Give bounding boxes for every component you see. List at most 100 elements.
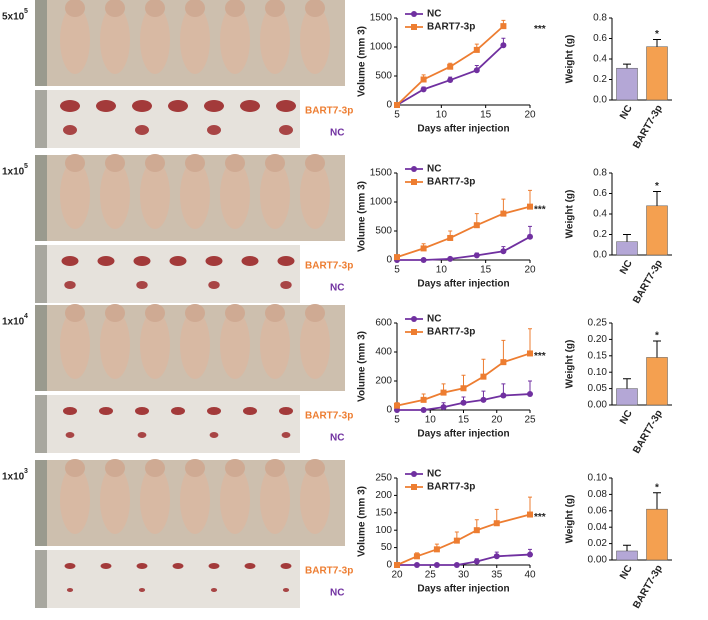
mouse: [100, 6, 130, 74]
marker: [413, 553, 420, 560]
tumor-label: BART7-3p: [305, 261, 353, 272]
y-tick-label: 0.08: [588, 489, 608, 500]
bar: [616, 388, 638, 406]
significance: *: [655, 29, 659, 40]
x-axis-label: Days after injection: [417, 279, 509, 290]
y-tick-label: 400: [375, 347, 392, 358]
marker: [500, 42, 507, 49]
marker: [420, 396, 427, 403]
y-tick-label: 50: [381, 542, 393, 553]
y-tick-label: 0: [386, 405, 392, 416]
dose-label: 5x10: [2, 12, 25, 23]
marker: [447, 77, 454, 84]
x-tick-label: 5: [394, 110, 400, 121]
tumor: [204, 100, 224, 112]
y-tick-label: 0.8: [593, 13, 607, 24]
x-tick-label: 25: [524, 415, 536, 426]
mouse-head: [105, 0, 125, 17]
y-tick-label: 0.04: [588, 522, 608, 533]
marker: [413, 562, 420, 568]
x-tick-label: 15: [458, 415, 470, 426]
x-axis-label: Days after injection: [417, 124, 509, 135]
tumor: [243, 407, 257, 415]
tumor: [277, 256, 295, 266]
marker: [460, 385, 467, 392]
dose-exponent: 5: [24, 8, 28, 15]
x-tick-label: 20: [524, 265, 536, 276]
ruler: [35, 155, 47, 241]
marker: [473, 252, 480, 259]
marker: [453, 562, 460, 568]
tumor: [279, 407, 293, 415]
ruler: [35, 460, 47, 546]
bar: [646, 205, 668, 256]
error-bar: [653, 39, 661, 47]
mouse-head: [305, 154, 325, 172]
mouse-head: [105, 154, 125, 172]
mouse: [220, 311, 250, 379]
y-tick-label: 500: [375, 71, 392, 82]
tumor: [240, 100, 260, 112]
dose-label: 1x10: [2, 167, 25, 178]
mouse-head: [305, 459, 325, 477]
x-tick-label: 35: [491, 570, 503, 581]
x-tick-label: NC: [618, 103, 635, 121]
x-tick-label: 10: [425, 415, 437, 426]
x-tick-label: 25: [425, 570, 437, 581]
tumor-photo: [35, 245, 300, 303]
significance: ***: [534, 512, 546, 523]
mouse: [220, 6, 250, 74]
tumor: [208, 563, 220, 569]
bar: [646, 508, 668, 561]
tumor: [61, 256, 79, 266]
y-tick-label: 0: [386, 255, 392, 266]
mouse: [180, 466, 210, 534]
mouse: [100, 161, 130, 229]
mouse: [300, 6, 330, 74]
tumor: [172, 563, 184, 569]
bar: [616, 550, 638, 561]
x-tick-label: 20: [391, 570, 403, 581]
mouse: [180, 161, 210, 229]
marker: [420, 76, 427, 83]
legend-marker: [411, 11, 417, 17]
error-bar: [653, 492, 661, 510]
marker: [480, 373, 487, 380]
marker: [433, 562, 440, 568]
x-tick-label: BART7-3p: [631, 408, 665, 455]
dose-exponent: 3: [24, 468, 28, 475]
tumor: [205, 256, 223, 266]
legend-label: BART7-3p: [427, 482, 475, 493]
tumor-photo: [35, 395, 300, 453]
marker: [473, 46, 480, 53]
significance: *: [655, 181, 659, 192]
marker: [500, 392, 507, 399]
legend-label: BART7-3p: [427, 22, 475, 33]
tumor: [241, 256, 259, 266]
error-bar: [623, 378, 631, 389]
x-tick-label: 20: [491, 415, 503, 426]
significance: *: [655, 482, 659, 493]
y-tick-label: 0.15: [588, 350, 608, 361]
mouse: [300, 466, 330, 534]
tumor: [210, 588, 218, 592]
tumor: [280, 563, 292, 569]
y-tick-label: 250: [375, 473, 392, 484]
tumor: [60, 100, 80, 112]
marker: [394, 562, 400, 568]
mouse: [220, 466, 250, 534]
mouse-head: [65, 304, 85, 322]
tumor: [207, 407, 221, 415]
marker: [527, 350, 533, 357]
series-line: [396, 44, 505, 106]
y-axis-label: Weight (g): [565, 190, 576, 239]
error-bar: [653, 340, 661, 358]
error-bar: [653, 190, 661, 206]
marker: [527, 551, 533, 558]
bar: [616, 67, 638, 101]
mouse-head: [65, 459, 85, 477]
tumor: [132, 100, 152, 112]
x-tick-label: 15: [480, 265, 492, 276]
marker: [453, 537, 460, 544]
mouse-head: [185, 0, 205, 17]
